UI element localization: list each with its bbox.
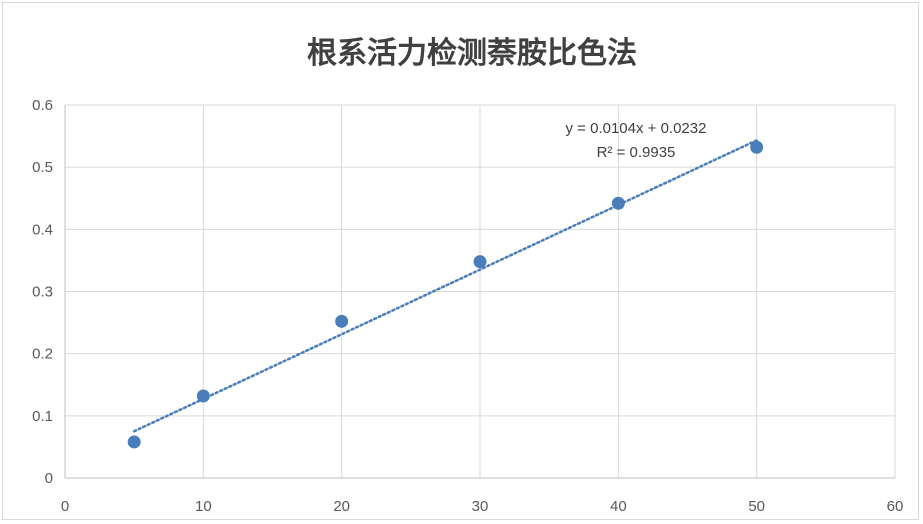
x-tick-label: 30 <box>472 498 489 515</box>
y-tick-label: 0 <box>45 470 53 487</box>
grid <box>65 104 896 478</box>
x-tick-label: 60 <box>887 498 904 515</box>
data-point <box>127 435 141 449</box>
x-tick-label: 0 <box>61 498 69 515</box>
x-tick-label: 40 <box>610 498 627 515</box>
y-tick-label: 0.5 <box>32 159 53 176</box>
data-point <box>473 255 487 269</box>
y-tick-label: 0.6 <box>32 97 53 114</box>
x-tick-label: 50 <box>748 498 765 515</box>
chart-title: 根系活力检测萘胺比色法 <box>307 36 637 71</box>
y-tick-label: 0.1 <box>32 408 53 425</box>
x-tick-label: 20 <box>333 498 350 515</box>
trendline-equation: y = 0.0104x + 0.0232 <box>566 120 707 137</box>
data-point <box>335 314 349 328</box>
y-tick-label: 0.4 <box>32 221 53 238</box>
y-tick-label: 0.3 <box>32 284 53 301</box>
axes: 0 0.1 0.2 0.3 0.4 0.5 0.6 0 10 20 30 40 50 60 <box>32 97 903 515</box>
data-point <box>750 140 764 154</box>
data-points <box>127 140 764 449</box>
trendline-group <box>132 139 758 433</box>
data-point <box>196 389 210 403</box>
trendline-r-squared: R² = 0.9935 <box>597 144 676 161</box>
y-tick-label: 0.2 <box>32 346 53 363</box>
x-tick-label: 10 <box>195 498 212 515</box>
data-point <box>611 196 625 210</box>
trendline <box>132 139 758 433</box>
